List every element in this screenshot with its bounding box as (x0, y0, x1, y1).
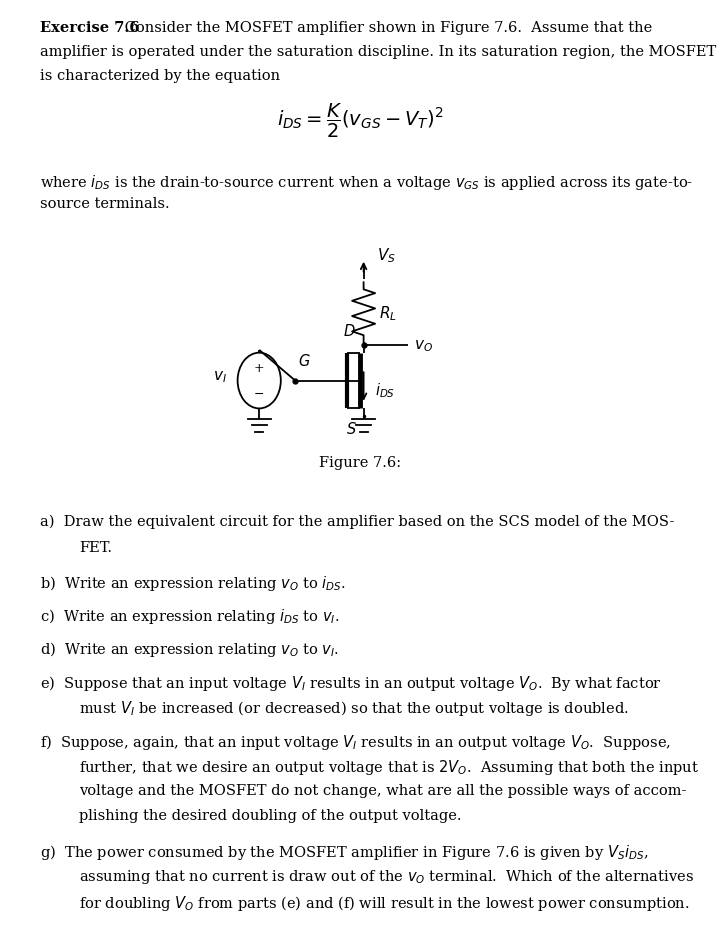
Text: $R_L$: $R_L$ (379, 303, 397, 322)
Text: where $i_{DS}$ is the drain-to-source current when a voltage $v_{GS}$ is applied: where $i_{DS}$ is the drain-to-source cu… (40, 173, 693, 192)
Text: $G$: $G$ (298, 352, 311, 368)
Text: amplifier is operated under the saturation discipline. In its saturation region,: amplifier is operated under the saturati… (40, 45, 716, 59)
Text: $i_{DS}$: $i_{DS}$ (375, 381, 395, 400)
Text: d)  Write an expression relating $v_O$ to $v_I$.: d) Write an expression relating $v_O$ to… (40, 639, 338, 659)
Text: source terminals.: source terminals. (40, 197, 169, 211)
Text: Figure 7.6:: Figure 7.6: (319, 456, 401, 470)
Text: −: − (254, 388, 264, 401)
Text: plishing the desired doubling of the output voltage.: plishing the desired doubling of the out… (79, 808, 462, 822)
Text: must $V_I$ be increased (or decreased) so that the output voltage is doubled.: must $V_I$ be increased (or decreased) s… (79, 699, 629, 717)
Text: $v_O$: $v_O$ (414, 338, 433, 354)
Text: e)  Suppose that an input voltage $V_I$ results in an output voltage $V_O$.  By : e) Suppose that an input voltage $V_I$ r… (40, 673, 662, 692)
Text: a)  Draw the equivalent circuit for the amplifier based on the SCS model of the : a) Draw the equivalent circuit for the a… (40, 514, 674, 529)
Text: b)  Write an expression relating $v_O$ to $i_{DS}$.: b) Write an expression relating $v_O$ to… (40, 574, 346, 592)
Text: c)  Write an expression relating $i_{DS}$ to $v_I$.: c) Write an expression relating $i_{DS}$… (40, 607, 339, 625)
Text: g)  The power consumed by the MOSFET amplifier in Figure 7.6 is given by $V_S i_: g) The power consumed by the MOSFET ampl… (40, 842, 648, 860)
Text: $v_I$: $v_I$ (213, 368, 227, 384)
Text: further, that we desire an output voltage that is $2V_O$.  Assuming that both th: further, that we desire an output voltag… (79, 757, 699, 777)
Text: assuming that no current is draw out of the $v_O$ terminal.  Which of the altern: assuming that no current is draw out of … (79, 868, 694, 885)
Text: Exercise 7.6: Exercise 7.6 (40, 21, 139, 35)
Text: f)  Suppose, again, that an input voltage $V_I$ results in an output voltage $V_: f) Suppose, again, that an input voltage… (40, 732, 670, 751)
Text: is characterized by the equation: is characterized by the equation (40, 69, 280, 83)
Text: FET.: FET. (79, 540, 112, 554)
Text: for doubling $V_O$ from parts (e) and (f) will result in the lowest power consum: for doubling $V_O$ from parts (e) and (f… (79, 893, 690, 911)
Text: $V_S$: $V_S$ (377, 246, 395, 264)
Text: voltage and the MOSFET do not change, what are all the possible ways of accom-: voltage and the MOSFET do not change, wh… (79, 783, 687, 797)
Text: $i_{DS} = \dfrac{K}{2}(v_{GS} - V_T)^2$: $i_{DS} = \dfrac{K}{2}(v_{GS} - V_T)^2$ (276, 102, 444, 140)
Text: $S$: $S$ (346, 421, 356, 437)
Text: $D$: $D$ (343, 322, 356, 339)
Text: +: + (254, 362, 264, 375)
Text: Consider the MOSFET amplifier shown in Figure 7.6.  Assume that the: Consider the MOSFET amplifier shown in F… (120, 21, 652, 35)
